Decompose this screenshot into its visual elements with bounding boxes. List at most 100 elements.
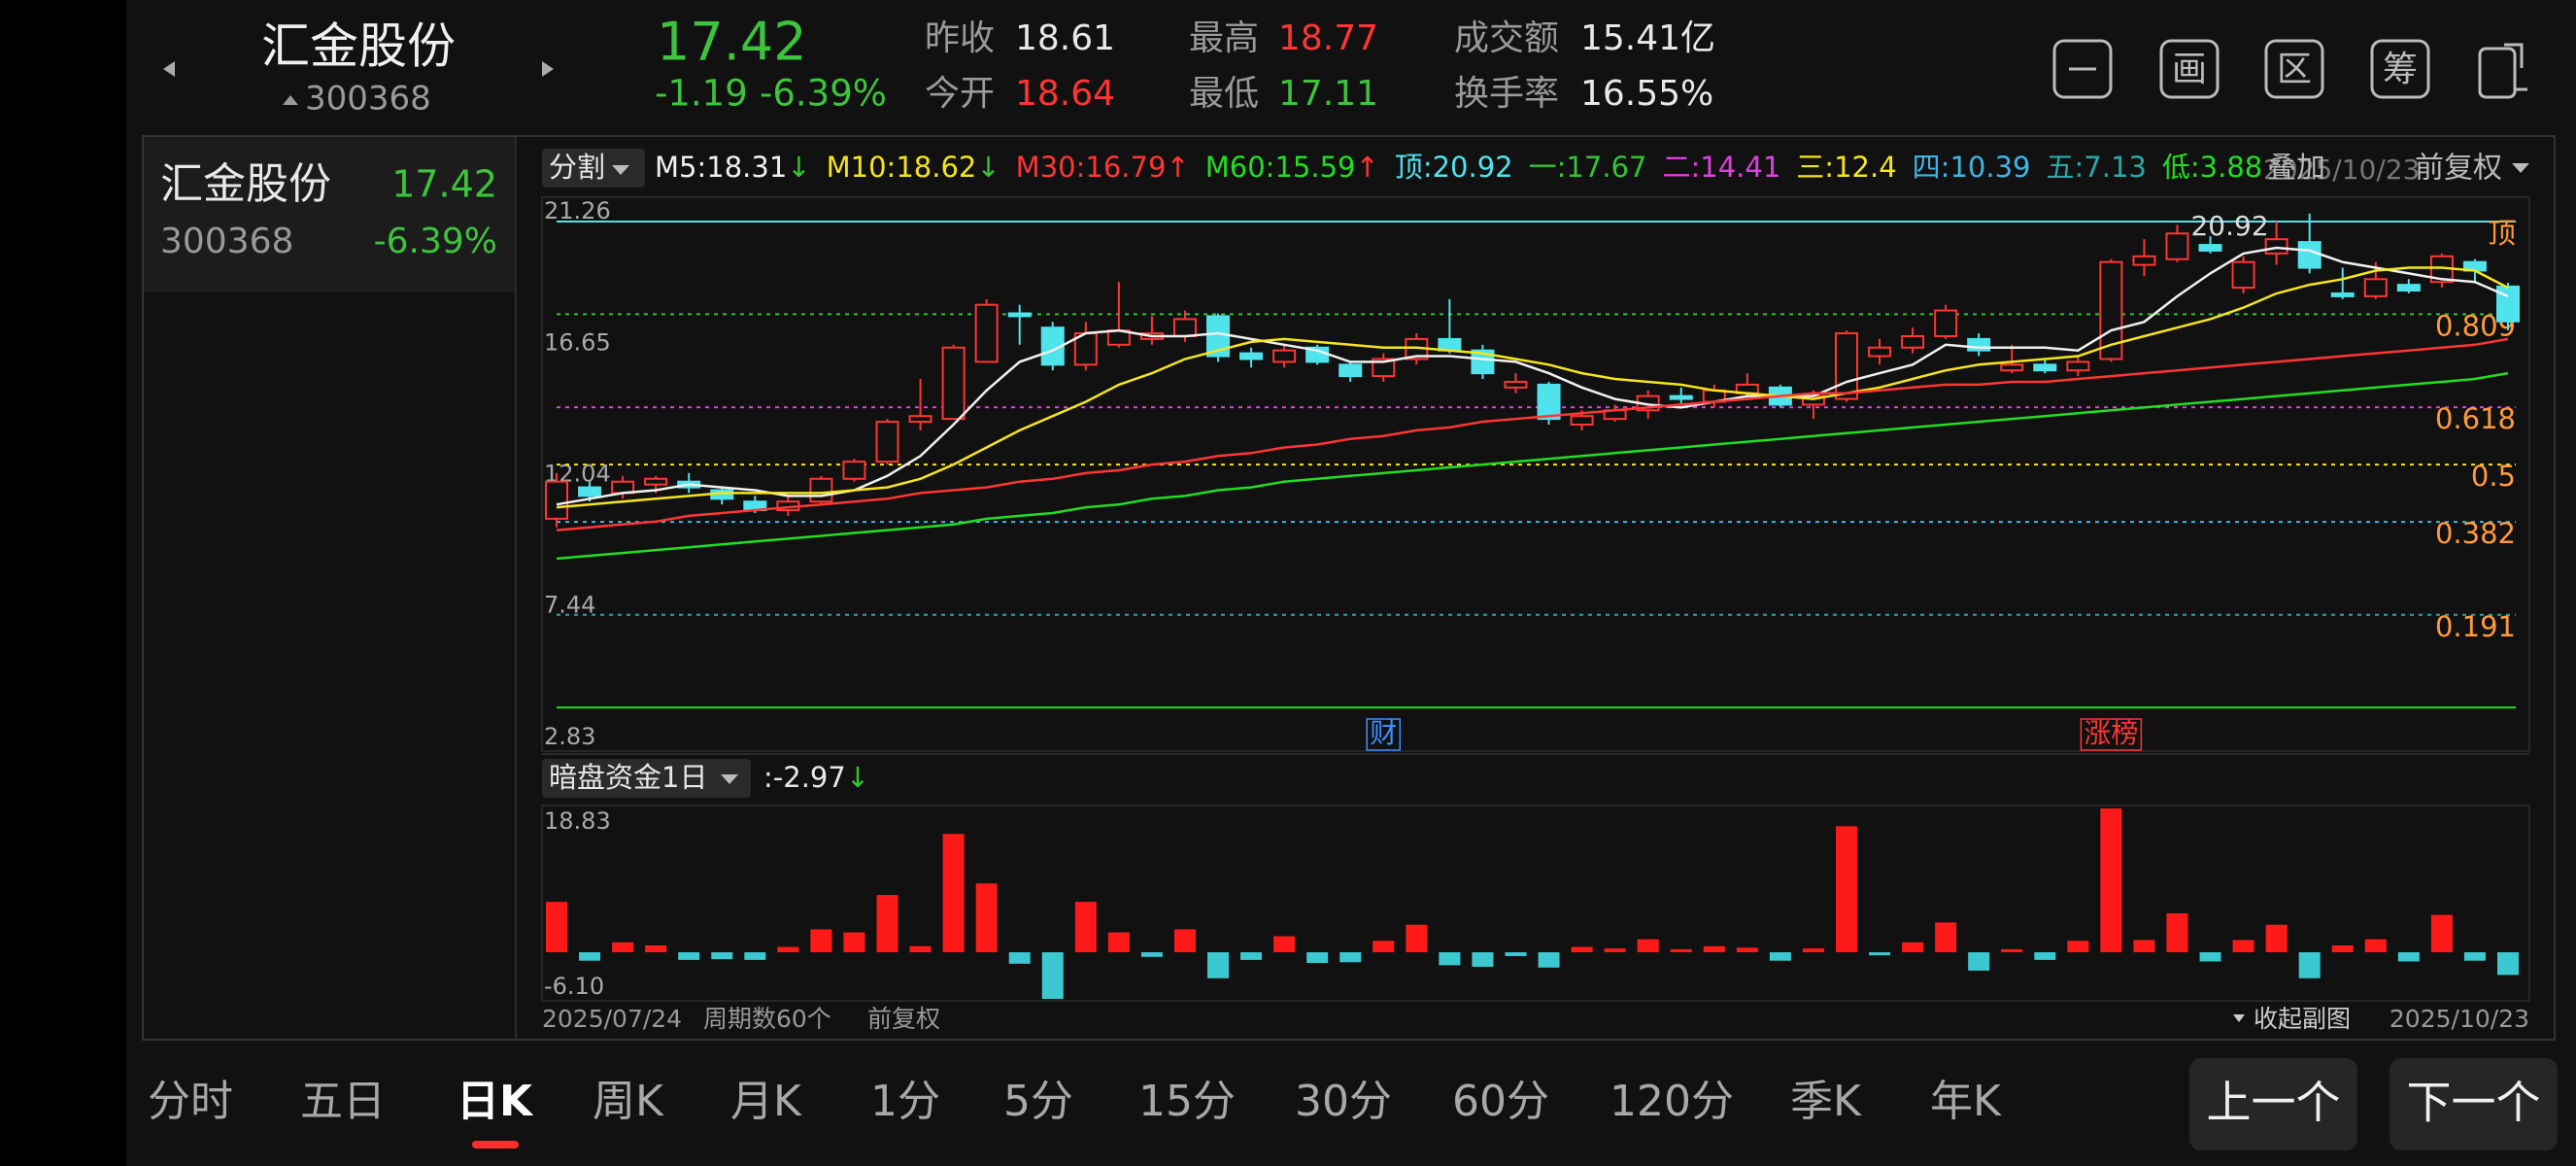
candle-body bbox=[1339, 363, 1363, 378]
ma-legend-part: 14.41 bbox=[1700, 151, 1780, 184]
candle-body bbox=[1967, 337, 1991, 352]
period-tab[interactable]: 120分 bbox=[1610, 1077, 1734, 1126]
toolbar-icon[interactable] bbox=[2052, 39, 2113, 99]
ma-legend-part: M10 bbox=[827, 151, 887, 184]
fund-bar bbox=[1373, 941, 1395, 953]
fund-bar bbox=[744, 952, 766, 960]
ma-legend-part: 18.62 bbox=[896, 151, 976, 184]
next-stock[interactable] bbox=[542, 61, 554, 77]
adjust-label: 前复权 bbox=[2415, 152, 2502, 186]
period-tab[interactable]: 30分 bbox=[1295, 1077, 1392, 1126]
ma-legend-part: 17.67 bbox=[1566, 151, 1646, 184]
fund-bar bbox=[2232, 940, 2254, 953]
ma-legend-part: ↑ bbox=[1166, 151, 1189, 184]
fund-bar bbox=[2034, 952, 2056, 960]
stat-label: 换手率 bbox=[1454, 74, 1559, 114]
split-button[interactable] bbox=[542, 149, 645, 188]
indicator-button[interactable] bbox=[542, 759, 751, 798]
price-change: -1.19 bbox=[655, 73, 748, 115]
ma-line bbox=[556, 337, 2509, 532]
period-tab[interactable]: 月K bbox=[730, 1077, 802, 1126]
quote-name: 汇金股份 bbox=[160, 159, 331, 209]
y-tick-label: 16.65 bbox=[544, 328, 611, 356]
candle-body bbox=[1537, 383, 1561, 421]
fund-bar bbox=[2100, 808, 2122, 953]
fund-bar bbox=[1439, 952, 1461, 966]
price-plot bbox=[541, 196, 2530, 752]
candle-body bbox=[1868, 346, 1892, 358]
fund-bar bbox=[1736, 947, 1758, 953]
nav-button[interactable] bbox=[2390, 1058, 2558, 1150]
switch-icon-arrow bbox=[2504, 43, 2527, 91]
candle-body bbox=[1504, 380, 1528, 389]
candle-body bbox=[1834, 332, 1858, 400]
event-marker-box bbox=[2080, 718, 2143, 751]
period-tab[interactable]: 周K bbox=[593, 1077, 664, 1126]
period-tab[interactable]: 日K bbox=[457, 1077, 534, 1126]
ma-legend-part: : bbox=[1941, 151, 1950, 184]
toolbar-icon[interactable] bbox=[2159, 39, 2220, 99]
stat-value: 17.11 bbox=[1278, 74, 1378, 114]
period-tab[interactable]: 60分 bbox=[1452, 1077, 1549, 1126]
period-tab[interactable]: 5分 bbox=[1003, 1077, 1073, 1126]
up-icon bbox=[283, 95, 298, 105]
candle-body bbox=[2000, 363, 2024, 372]
stat-label: 最低 bbox=[1189, 74, 1259, 114]
prev-stock[interactable] bbox=[163, 61, 175, 77]
fund-bar bbox=[876, 895, 898, 953]
period-tab[interactable]: 1分 bbox=[870, 1077, 940, 1126]
fund-bar bbox=[2397, 952, 2420, 962]
ma-legend-part: ↑ bbox=[1355, 151, 1378, 184]
candle-body bbox=[2330, 292, 2355, 297]
ma-line bbox=[556, 266, 2509, 509]
candle-body bbox=[1570, 415, 1594, 426]
fund-bar bbox=[645, 944, 667, 953]
candle-body bbox=[875, 421, 899, 463]
fund-bar bbox=[1240, 952, 1263, 960]
fib-ratio-label: 顶 bbox=[2488, 217, 2516, 250]
collapse-label: 收起副图 bbox=[2254, 1005, 2351, 1033]
period-tab[interactable]: 分时 bbox=[148, 1077, 233, 1126]
period-tab[interactable]: 年K bbox=[1930, 1077, 2002, 1126]
event-marker: 财 bbox=[1370, 717, 1397, 749]
candle-body bbox=[545, 480, 568, 520]
active-tab-indicator bbox=[471, 1141, 519, 1149]
switch-icon[interactable] bbox=[2478, 47, 2517, 99]
fund-bar bbox=[2497, 952, 2519, 976]
ma-line bbox=[556, 246, 2509, 506]
candle-body bbox=[941, 346, 966, 421]
fund-bar bbox=[1703, 945, 1725, 953]
fund-bar bbox=[810, 929, 832, 953]
fund-bar bbox=[2133, 940, 2155, 953]
price-change-pct: -6.39% bbox=[760, 73, 887, 115]
candle-body bbox=[908, 415, 932, 424]
fund-bar bbox=[1273, 936, 1296, 953]
fund-bar bbox=[1769, 952, 1791, 961]
stat-label: 成交额 bbox=[1454, 18, 1559, 58]
ma-legend-part: : bbox=[1076, 151, 1086, 184]
fund-bar bbox=[2001, 948, 2023, 953]
fund-bar bbox=[2430, 914, 2453, 953]
ma-legend-part: : bbox=[1690, 151, 1700, 184]
fund-bar bbox=[2463, 952, 2486, 961]
candle-body bbox=[1934, 309, 1958, 337]
stock-name: 汇金股份 bbox=[261, 18, 456, 75]
fund-bar bbox=[1107, 932, 1130, 953]
toolbar-icon[interactable] bbox=[2264, 39, 2324, 99]
quote-item[interactable] bbox=[144, 137, 516, 292]
period-tab[interactable]: 五日 bbox=[300, 1077, 386, 1126]
dropdown-icon bbox=[2512, 163, 2529, 173]
toolbar-icon[interactable] bbox=[2370, 39, 2430, 99]
period-tab[interactable]: 15分 bbox=[1138, 1077, 1236, 1126]
ma-legend-part: 五 bbox=[2046, 151, 2074, 184]
indicator-plot bbox=[541, 805, 2530, 1002]
fib-ratio-label: 0.191 bbox=[2435, 610, 2516, 643]
fib-ratio-label: 0.382 bbox=[2435, 517, 2516, 550]
fund-bar bbox=[1207, 952, 1230, 978]
nav-button[interactable] bbox=[2189, 1058, 2357, 1150]
period-tab[interactable]: 季K bbox=[1790, 1077, 1862, 1126]
fund-bar bbox=[1008, 952, 1031, 964]
candle-body bbox=[2264, 238, 2288, 255]
fund-bar bbox=[1835, 826, 1857, 953]
